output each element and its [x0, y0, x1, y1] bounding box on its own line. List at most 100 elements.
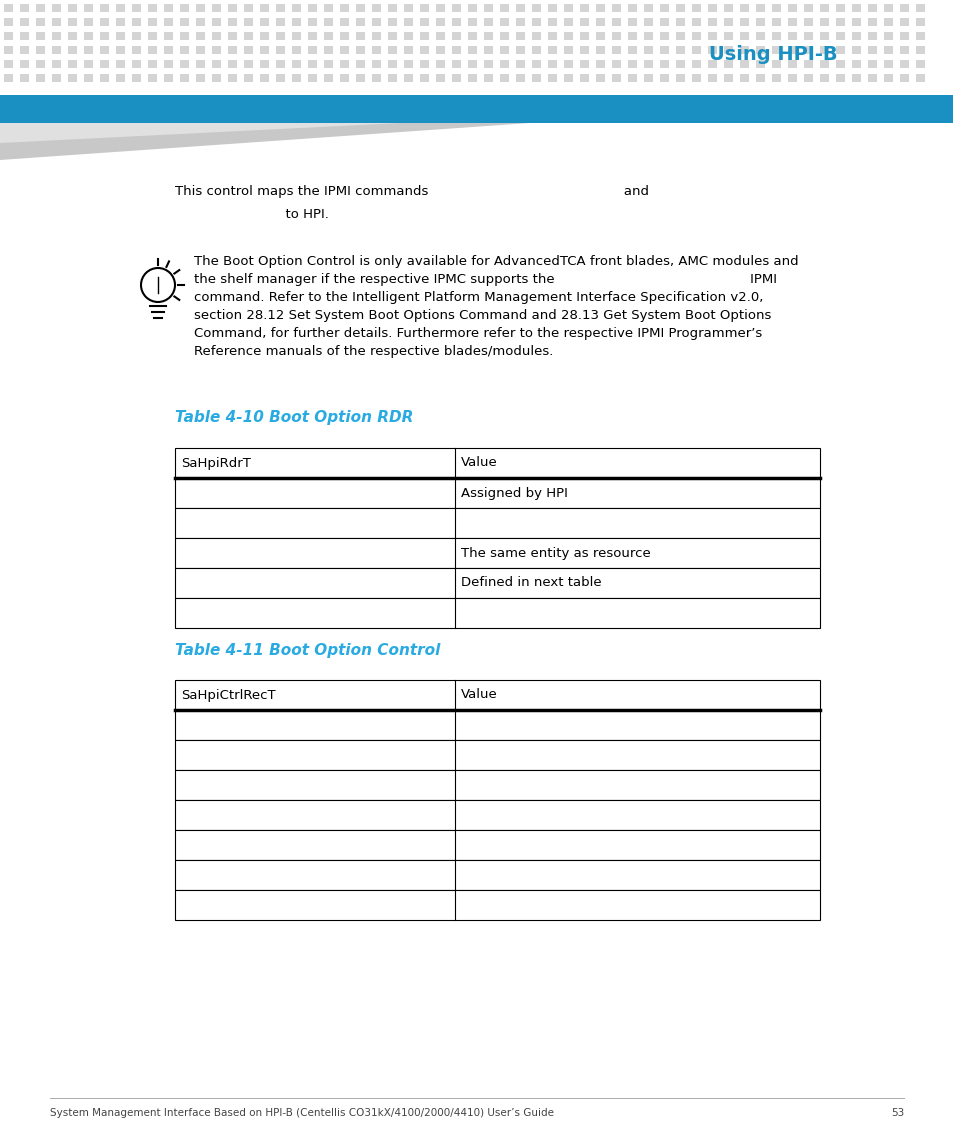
Bar: [260, 32, 269, 40]
Bar: [483, 3, 493, 11]
Bar: [676, 3, 684, 11]
Bar: [339, 32, 349, 40]
Bar: [212, 74, 221, 82]
Bar: [275, 60, 285, 68]
Bar: [68, 74, 77, 82]
Bar: [579, 3, 588, 11]
Bar: [851, 46, 861, 54]
Bar: [132, 74, 141, 82]
Bar: [563, 3, 573, 11]
Bar: [436, 32, 444, 40]
Bar: [867, 18, 876, 26]
Bar: [260, 74, 269, 82]
Bar: [883, 46, 892, 54]
Bar: [627, 74, 637, 82]
Bar: [84, 46, 92, 54]
Bar: [691, 74, 700, 82]
Bar: [627, 3, 637, 11]
Bar: [275, 18, 285, 26]
Bar: [436, 74, 444, 82]
Bar: [4, 32, 13, 40]
Bar: [195, 74, 205, 82]
Bar: [499, 32, 509, 40]
Bar: [84, 18, 92, 26]
Bar: [403, 74, 413, 82]
Bar: [174, 448, 820, 477]
Bar: [195, 18, 205, 26]
Bar: [180, 3, 189, 11]
Bar: [883, 18, 892, 26]
Bar: [52, 32, 61, 40]
Bar: [372, 60, 380, 68]
Bar: [403, 18, 413, 26]
Polygon shape: [0, 123, 399, 143]
Bar: [627, 32, 637, 40]
Text: Assigned by HPI: Assigned by HPI: [460, 487, 567, 499]
Bar: [68, 46, 77, 54]
Bar: [100, 18, 109, 26]
Bar: [740, 46, 748, 54]
Bar: [308, 46, 316, 54]
Bar: [164, 3, 172, 11]
Bar: [867, 74, 876, 82]
Bar: [292, 60, 301, 68]
Bar: [84, 3, 92, 11]
Bar: [771, 32, 781, 40]
Bar: [4, 3, 13, 11]
Bar: [275, 74, 285, 82]
Bar: [68, 3, 77, 11]
Bar: [468, 3, 476, 11]
Bar: [643, 74, 652, 82]
Bar: [547, 3, 557, 11]
Bar: [596, 3, 604, 11]
Bar: [403, 3, 413, 11]
Bar: [36, 60, 45, 68]
Bar: [164, 32, 172, 40]
Bar: [100, 3, 109, 11]
Bar: [579, 74, 588, 82]
Bar: [260, 18, 269, 26]
Bar: [883, 60, 892, 68]
Bar: [212, 3, 221, 11]
Bar: [355, 74, 365, 82]
Bar: [740, 32, 748, 40]
Bar: [915, 18, 924, 26]
Bar: [68, 32, 77, 40]
Bar: [36, 74, 45, 82]
Bar: [627, 46, 637, 54]
Text: Using HPI-B: Using HPI-B: [709, 45, 837, 63]
Bar: [579, 46, 588, 54]
Bar: [740, 3, 748, 11]
Bar: [116, 46, 125, 54]
Bar: [547, 18, 557, 26]
Bar: [915, 46, 924, 54]
Bar: [771, 74, 781, 82]
Bar: [275, 46, 285, 54]
Bar: [84, 74, 92, 82]
Bar: [627, 18, 637, 26]
Bar: [174, 477, 820, 508]
Bar: [355, 3, 365, 11]
Bar: [52, 18, 61, 26]
Bar: [52, 60, 61, 68]
Bar: [835, 46, 844, 54]
Bar: [547, 46, 557, 54]
Bar: [339, 60, 349, 68]
Bar: [899, 18, 908, 26]
Bar: [372, 32, 380, 40]
Bar: [388, 74, 396, 82]
Bar: [803, 60, 812, 68]
Bar: [883, 3, 892, 11]
Bar: [324, 60, 333, 68]
Bar: [52, 46, 61, 54]
Bar: [308, 18, 316, 26]
Bar: [627, 60, 637, 68]
Bar: [659, 74, 668, 82]
Bar: [915, 60, 924, 68]
Text: Value: Value: [460, 688, 497, 702]
Bar: [4, 18, 13, 26]
Bar: [452, 18, 460, 26]
Bar: [532, 18, 540, 26]
Bar: [532, 32, 540, 40]
Bar: [499, 74, 509, 82]
